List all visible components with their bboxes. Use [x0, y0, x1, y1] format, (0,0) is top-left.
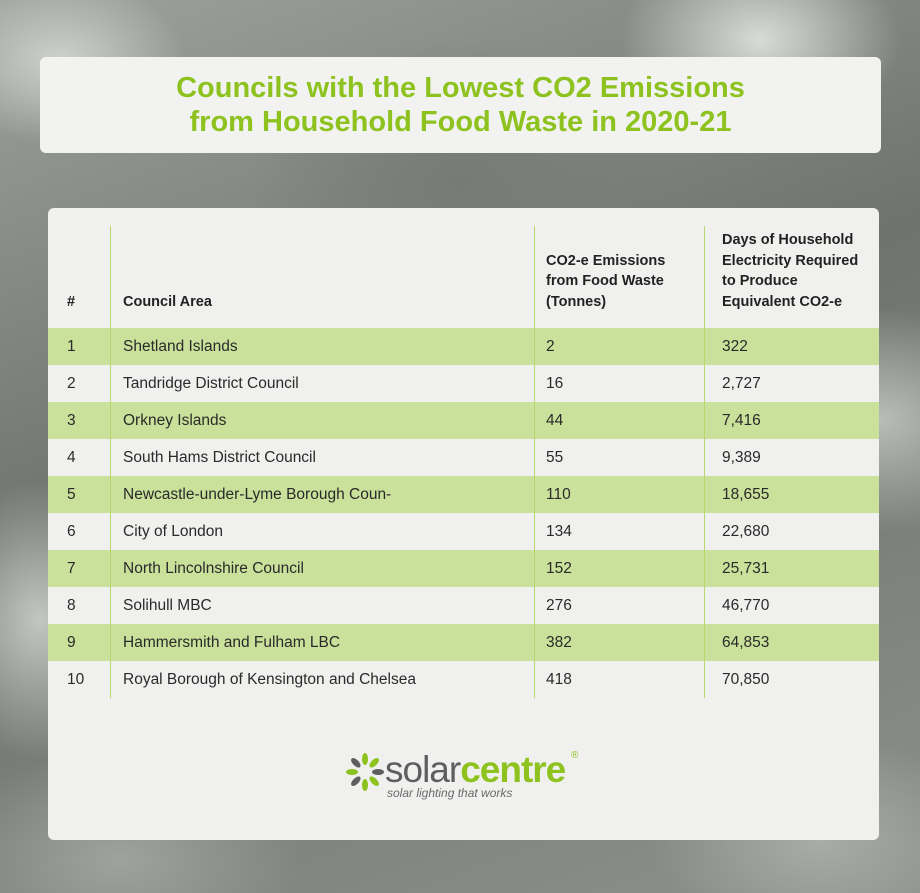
table-row: 6 City of London 134 22,680 [48, 513, 879, 550]
cell-rank: 9 [67, 634, 76, 651]
cell-days-electricity: 25,731 [722, 560, 770, 577]
cell-days-electricity: 2,727 [722, 375, 761, 392]
logo-tagline: solar lighting that works [387, 786, 513, 800]
cell-emissions: 110 [546, 486, 571, 503]
cell-rank: 2 [67, 375, 76, 392]
logo-word-centre: centre [460, 749, 566, 790]
cell-rank: 8 [67, 597, 76, 614]
cell-council-area: Orkney Islands [123, 412, 227, 429]
table-row: 9 Hammersmith and Fulham LBC 382 64,853 [48, 624, 879, 661]
cell-days-electricity: 70,850 [722, 671, 770, 688]
cell-days-electricity: 64,853 [722, 634, 770, 651]
cell-days-electricity: 46,770 [722, 597, 770, 614]
cell-emissions: 44 [546, 412, 564, 429]
header-rank: # [67, 293, 76, 310]
table-row: 7 North Lincolnshire Council 152 25,731 [48, 550, 879, 587]
cell-emissions: 382 [546, 634, 572, 651]
registered-mark: ® [571, 750, 579, 761]
table-row: 2 Tandridge District Council 16 2,727 [48, 365, 879, 402]
header-council-area: Council Area [123, 293, 212, 310]
cell-council-area: Shetland Islands [123, 338, 238, 355]
cell-rank: 3 [67, 412, 76, 429]
solarcentre-logo: solarcentre ® solar lighting that works [345, 748, 585, 808]
cell-days-electricity: 7,416 [722, 412, 761, 429]
cell-council-area: City of London [123, 523, 223, 540]
cell-emissions: 152 [546, 560, 572, 577]
cell-council-area: Royal Borough of Kensington and Chelsea [123, 671, 416, 688]
table-header: # Council Area CO2-e Emissions from Food… [48, 226, 879, 334]
table-row: 4 South Hams District Council 55 9,389 [48, 439, 879, 476]
table-row: 1 Shetland Islands 2 322 [48, 328, 879, 365]
cell-council-area: Newcastle-under-Lyme Borough Coun- [123, 486, 392, 503]
column-divider [110, 226, 111, 698]
table-panel: # Council Area CO2-e Emissions from Food… [48, 208, 879, 840]
cell-emissions: 276 [546, 597, 572, 614]
table-row: 3 Orkney Islands 44 7,416 [48, 402, 879, 439]
cell-council-area: South Hams District Council [123, 449, 316, 466]
cell-council-area: North Lincolnshire Council [123, 560, 304, 577]
logo-word-solar: solar [385, 749, 461, 790]
cell-days-electricity: 322 [722, 338, 748, 355]
cell-days-electricity: 22,680 [722, 523, 770, 540]
cell-rank: 5 [67, 486, 76, 503]
column-divider [534, 226, 535, 698]
cell-council-area: Solihull MBC [123, 597, 212, 614]
cell-emissions: 16 [546, 375, 564, 392]
cell-rank: 1 [67, 338, 76, 355]
page-title: Councils with the Lowest CO2 Emissions f… [176, 72, 745, 138]
cell-rank: 7 [67, 560, 76, 577]
header-days-electricity: Days of Household Electricity Required t… [722, 232, 859, 310]
cell-emissions: 418 [546, 671, 572, 688]
header-emissions: CO2-e Emissions from Food Waste (Tonnes) [546, 252, 666, 310]
cell-emissions: 2 [546, 338, 555, 355]
cell-days-electricity: 9,389 [722, 449, 761, 466]
cell-days-electricity: 18,655 [722, 486, 770, 503]
column-divider [704, 226, 705, 698]
cell-council-area: Hammersmith and Fulham LBC [123, 634, 341, 651]
cell-rank: 6 [67, 523, 76, 540]
cell-council-area: Tandridge District Council [123, 375, 299, 392]
cell-emissions: 55 [546, 449, 564, 466]
title-banner: Councils with the Lowest CO2 Emissions f… [40, 57, 881, 153]
table-row: 10 Royal Borough of Kensington and Chelse… [48, 661, 879, 698]
logo-wordmark: solarcentre [385, 748, 566, 792]
table-row: 8 Solihull MBC 276 46,770 [48, 587, 879, 624]
table-row: 5 Newcastle-under-Lyme Borough Coun- 110 18… [48, 476, 879, 513]
cell-rank: 4 [67, 449, 76, 466]
cell-rank: 10 [67, 671, 85, 688]
cell-emissions: 134 [546, 523, 572, 540]
sunburst-leaf-icon [346, 753, 384, 791]
